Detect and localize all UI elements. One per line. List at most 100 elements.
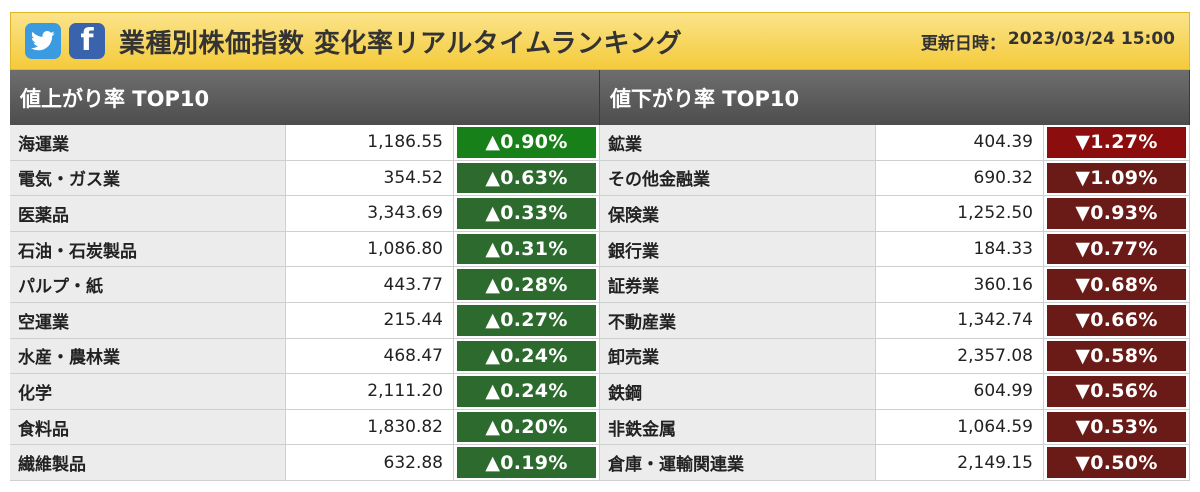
sector-name[interactable]: 繊維製品 [10, 445, 286, 480]
index-value: 1,342.74 [876, 302, 1044, 338]
index-value: 468.47 [286, 338, 454, 374]
table-row[interactable]: 食料品 1,830.82 ▲0.20% [10, 409, 600, 446]
change-badge: ▲0.19% [457, 447, 596, 478]
table-row[interactable]: 繊維製品 632.88 ▲0.19% [10, 445, 600, 481]
table-row[interactable]: 保険業 1,252.50 ▼0.93% [600, 196, 1190, 232]
change-cell: ▼0.58% [1044, 338, 1190, 374]
index-value: 632.88 [286, 445, 454, 480]
updated-label: 更新日時： [920, 33, 1006, 54]
change-cell: ▲0.33% [454, 196, 600, 231]
table-row[interactable]: 卸売業 2,357.08 ▼0.58% [600, 338, 1190, 375]
change-cell: ▲0.24% [454, 338, 600, 374]
change-badge: ▼0.58% [1047, 340, 1186, 372]
change-badge: ▲0.24% [457, 340, 596, 372]
index-value: 2,149.15 [876, 445, 1044, 480]
change-cell: ▼0.50% [1044, 445, 1190, 480]
change-badge: ▼1.27% [1047, 127, 1186, 158]
twitter-icon[interactable] [25, 23, 61, 59]
updated-value: 2023/03/24 15:00 [1007, 28, 1175, 49]
index-value: 2,111.20 [286, 374, 454, 409]
table-row[interactable]: 水産・農林業 468.47 ▲0.24% [10, 338, 600, 375]
index-value: 354.52 [286, 160, 454, 196]
sector-name[interactable]: 化学 [10, 374, 286, 409]
change-cell: ▲0.31% [454, 231, 600, 267]
change-badge: ▲0.90% [457, 127, 596, 158]
sector-name[interactable]: 食料品 [10, 409, 286, 445]
table-row[interactable]: 鉱業 404.39 ▼1.27% [600, 125, 1190, 161]
losers-heading: 値下がり率 TOP10 [600, 70, 1190, 125]
sector-name[interactable]: 保険業 [600, 196, 876, 231]
index-value: 360.16 [876, 267, 1044, 302]
sector-name[interactable]: 銀行業 [600, 231, 876, 267]
sector-name[interactable]: 非鉄金属 [600, 409, 876, 445]
table-row[interactable]: 非鉄金属 1,064.59 ▼0.53% [600, 409, 1190, 446]
index-value: 2,357.08 [876, 338, 1044, 374]
table-row[interactable]: 不動産業 1,342.74 ▼0.66% [600, 302, 1190, 339]
table-row[interactable]: 石油・石炭製品 1,086.80 ▲0.31% [10, 231, 600, 268]
table-row[interactable]: 化学 2,111.20 ▲0.24% [10, 374, 600, 410]
sector-name[interactable]: 倉庫・運輸関連業 [600, 445, 876, 480]
index-value: 404.39 [876, 125, 1044, 160]
change-badge: ▲0.27% [457, 304, 596, 336]
index-value: 3,343.69 [286, 196, 454, 231]
index-value: 1,830.82 [286, 409, 454, 445]
change-badge: ▼1.09% [1047, 162, 1186, 194]
change-cell: ▲0.19% [454, 445, 600, 480]
table-row[interactable]: 海運業 1,186.55 ▲0.90% [10, 125, 600, 161]
change-cell: ▲0.28% [454, 267, 600, 302]
sector-name[interactable]: 鉄鋼 [600, 374, 876, 409]
sector-name[interactable]: 空運業 [10, 302, 286, 338]
table-row[interactable]: 倉庫・運輸関連業 2,149.15 ▼0.50% [600, 445, 1190, 481]
change-badge: ▼0.56% [1047, 376, 1186, 407]
sector-name[interactable]: その他金融業 [600, 160, 876, 196]
change-cell: ▼0.53% [1044, 409, 1190, 445]
sector-name[interactable]: 電気・ガス業 [10, 160, 286, 196]
losers-panel: 値下がり率 TOP10 鉱業 404.39 ▼1.27% その他金融業 690.32 ▼1… [600, 70, 1190, 481]
change-cell: ▲0.24% [454, 374, 600, 409]
sector-name[interactable]: 卸売業 [600, 338, 876, 374]
index-value: 1,252.50 [876, 196, 1044, 231]
update-timestamp: 更新日時： 2023/03/24 15:00 [921, 29, 1175, 54]
page-header: f 業種別株価指数 変化率リアルタイムランキング 更新日時： 2023/03/2… [10, 12, 1190, 70]
gainers-panel: 値上がり率 TOP10 海運業 1,186.55 ▲0.90% 電気・ガス業 354.5… [10, 70, 600, 481]
sector-name[interactable]: 不動産業 [600, 302, 876, 338]
change-badge: ▲0.20% [457, 411, 596, 443]
change-badge: ▼0.66% [1047, 304, 1186, 336]
change-badge: ▲0.33% [457, 198, 596, 229]
table-row[interactable]: 証券業 360.16 ▼0.68% [600, 267, 1190, 303]
index-value: 184.33 [876, 231, 1044, 267]
change-cell: ▼0.93% [1044, 196, 1190, 231]
sector-name[interactable]: 鉱業 [600, 125, 876, 160]
change-cell: ▼1.27% [1044, 125, 1190, 160]
index-value: 1,086.80 [286, 231, 454, 267]
index-value: 604.99 [876, 374, 1044, 409]
change-badge: ▲0.28% [457, 269, 596, 300]
table-row[interactable]: 空運業 215.44 ▲0.27% [10, 302, 600, 339]
sector-name[interactable]: 証券業 [600, 267, 876, 302]
table-row[interactable]: 電気・ガス業 354.52 ▲0.63% [10, 160, 600, 197]
sector-name[interactable]: 海運業 [10, 125, 286, 160]
facebook-icon[interactable]: f [69, 23, 105, 59]
table-row[interactable]: 医薬品 3,343.69 ▲0.33% [10, 196, 600, 232]
gainers-heading: 値上がり率 TOP10 [10, 70, 600, 125]
change-badge: ▼0.77% [1047, 233, 1186, 265]
table-row[interactable]: その他金融業 690.32 ▼1.09% [600, 160, 1190, 197]
table-row[interactable]: 鉄鋼 604.99 ▼0.56% [600, 374, 1190, 410]
change-cell: ▼0.68% [1044, 267, 1190, 302]
sector-name[interactable]: 石油・石炭製品 [10, 231, 286, 267]
sector-name[interactable]: パルプ・紙 [10, 267, 286, 302]
table-row[interactable]: 銀行業 184.33 ▼0.77% [600, 231, 1190, 268]
change-badge: ▼0.68% [1047, 269, 1186, 300]
index-value: 215.44 [286, 302, 454, 338]
change-badge: ▼0.50% [1047, 447, 1186, 478]
change-badge: ▲0.31% [457, 233, 596, 265]
sector-name[interactable]: 水産・農林業 [10, 338, 286, 374]
change-cell: ▲0.63% [454, 160, 600, 196]
change-cell: ▼0.77% [1044, 231, 1190, 267]
change-badge: ▼0.93% [1047, 198, 1186, 229]
sector-name[interactable]: 医薬品 [10, 196, 286, 231]
change-badge: ▲0.24% [457, 376, 596, 407]
twitter-bird-icon [31, 31, 55, 51]
table-row[interactable]: パルプ・紙 443.77 ▲0.28% [10, 267, 600, 303]
change-cell: ▼1.09% [1044, 160, 1190, 196]
